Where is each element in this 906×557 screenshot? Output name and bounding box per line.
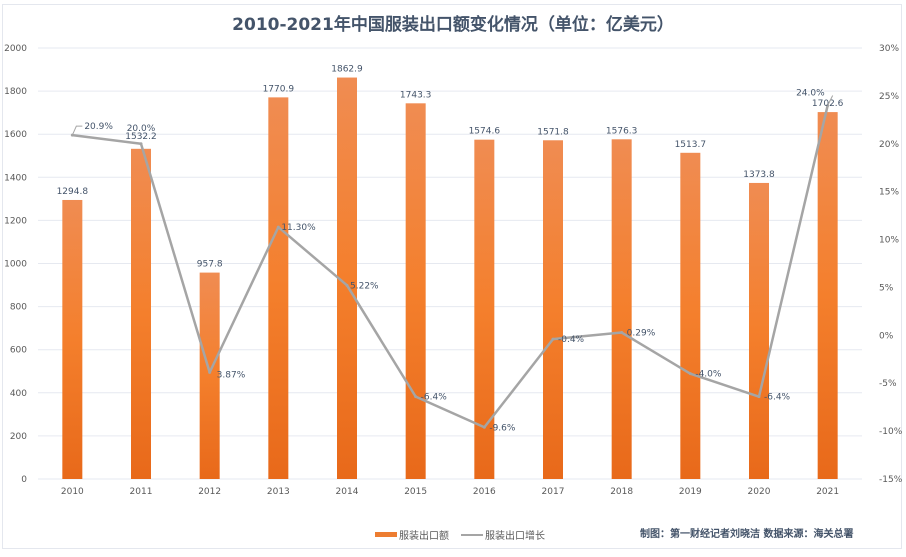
y-right-tick-label: 0% — [879, 331, 894, 341]
line-data-label: 24.0% — [796, 88, 825, 98]
legend-swatch-line — [461, 533, 483, 536]
source-note: 制图：第一财经记者刘晓洁 数据来源：海关总署 — [640, 529, 854, 540]
y-left-tick-label: 1200 — [4, 216, 27, 226]
line-point-2012 — [208, 370, 212, 374]
bar-export-2014 — [337, 77, 357, 480]
y-right-tick-label: -5% — [879, 379, 897, 389]
bar-data-label: 1743.3 — [400, 90, 432, 100]
label-leader-line — [71, 125, 83, 136]
line-point-2016 — [482, 425, 486, 429]
line-point-2018 — [620, 331, 624, 335]
x-tick-label: 2013 — [267, 487, 290, 497]
line-growth — [72, 105, 829, 429]
line-data-label: 3.87% — [217, 370, 246, 380]
bar-data-label: 1862.9 — [331, 65, 363, 75]
bar-data-label: 957.8 — [197, 260, 223, 270]
bar-data-label: 1574.6 — [469, 127, 501, 137]
legend-label-export: 服装出口额 — [399, 531, 449, 542]
line-point-2015 — [414, 395, 418, 399]
bar-data-label: 1373.8 — [743, 170, 775, 180]
x-tick-label: 2021 — [816, 487, 839, 497]
bar-export-2020 — [749, 182, 769, 479]
y-right-tick-label: 15% — [879, 188, 899, 198]
bar-export-2012 — [199, 272, 220, 479]
legend-label-growth: 服装出口增长 — [485, 531, 545, 542]
label-leader-line — [827, 95, 834, 106]
y-left-tick-label: 2000 — [4, 44, 27, 54]
line-data-label: 5.22% — [350, 281, 379, 291]
x-tick-label: 2018 — [610, 487, 633, 497]
bar-export-2019 — [680, 152, 701, 479]
x-tick-label: 2017 — [542, 487, 565, 497]
y-right-tick-label: 5% — [879, 283, 894, 293]
bar-export-2016 — [474, 139, 495, 479]
bar-export-2018 — [611, 139, 632, 479]
y-right-tick-label: 30% — [879, 44, 899, 54]
y-left-tick-label: 400 — [10, 389, 27, 399]
y-left-tick-label: 200 — [10, 432, 27, 442]
bar-data-label: 1532.2 — [125, 132, 157, 142]
bar-export-2017 — [543, 140, 563, 479]
line-point-2019 — [688, 372, 692, 376]
x-tick-label: 2012 — [198, 487, 221, 497]
x-tick-label: 2014 — [336, 487, 359, 497]
y-left-tick-label: 1400 — [4, 173, 27, 183]
legend-swatch-bar — [375, 532, 397, 537]
line-data-label: 20.0% — [127, 124, 156, 134]
bar-export-2013 — [268, 97, 289, 480]
y-right-tick-label: -15% — [879, 475, 903, 485]
x-tick-label: 2015 — [404, 487, 427, 497]
y-left-tick-label: 0 — [21, 475, 27, 485]
line-point-2013 — [276, 225, 280, 229]
line-data-label: 11.30% — [281, 223, 316, 233]
y-left-tick-label: 1000 — [4, 260, 27, 270]
x-tick-label: 2011 — [130, 487, 153, 497]
x-tick-label: 2019 — [679, 487, 702, 497]
bar-data-label: 1294.8 — [57, 187, 89, 197]
bar-data-label: 1571.8 — [537, 127, 569, 137]
line-data-label: 20.9% — [84, 122, 113, 132]
bar-data-label: 1513.7 — [675, 140, 707, 150]
y-left-tick-label: 600 — [10, 346, 27, 356]
line-point-2017 — [551, 337, 555, 341]
y-right-tick-label: 10% — [879, 236, 899, 246]
line-data-label: -9.6% — [489, 423, 516, 433]
bar-data-label: 1770.9 — [263, 84, 295, 94]
x-tick-label: 2010 — [61, 487, 84, 497]
y-right-tick-label: -10% — [879, 427, 903, 437]
x-tick-label: 2020 — [748, 487, 771, 497]
y-left-tick-label: 1800 — [4, 87, 27, 97]
line-point-2011 — [139, 142, 143, 146]
line-data-label: -6.4% — [421, 393, 448, 403]
bar-export-2015 — [405, 103, 426, 479]
y-left-tick-label: 800 — [10, 303, 27, 313]
bar-data-label: 1576.3 — [606, 126, 638, 136]
line-point-2014 — [345, 283, 349, 287]
bar-export-2021 — [817, 112, 838, 480]
y-left-tick-label: 1600 — [4, 130, 27, 140]
line-data-label: -0.4% — [558, 335, 585, 345]
line-data-label: 0.29% — [627, 329, 656, 339]
line-data-label: -6.4% — [764, 393, 791, 403]
bar-export-2010 — [62, 199, 83, 480]
line-data-label: -4.0% — [695, 370, 722, 380]
x-tick-label: 2016 — [473, 487, 496, 497]
legend: 服装出口额 服装出口增长 — [375, 527, 545, 542]
y-right-tick-label: 20% — [879, 140, 899, 150]
y-right-tick-label: 25% — [879, 92, 899, 102]
bar-export-2011 — [131, 148, 151, 479]
line-point-2020 — [757, 395, 761, 399]
chart-title: 2010-2021年中国服装出口额变化情况（单位：亿美元） — [232, 15, 674, 35]
